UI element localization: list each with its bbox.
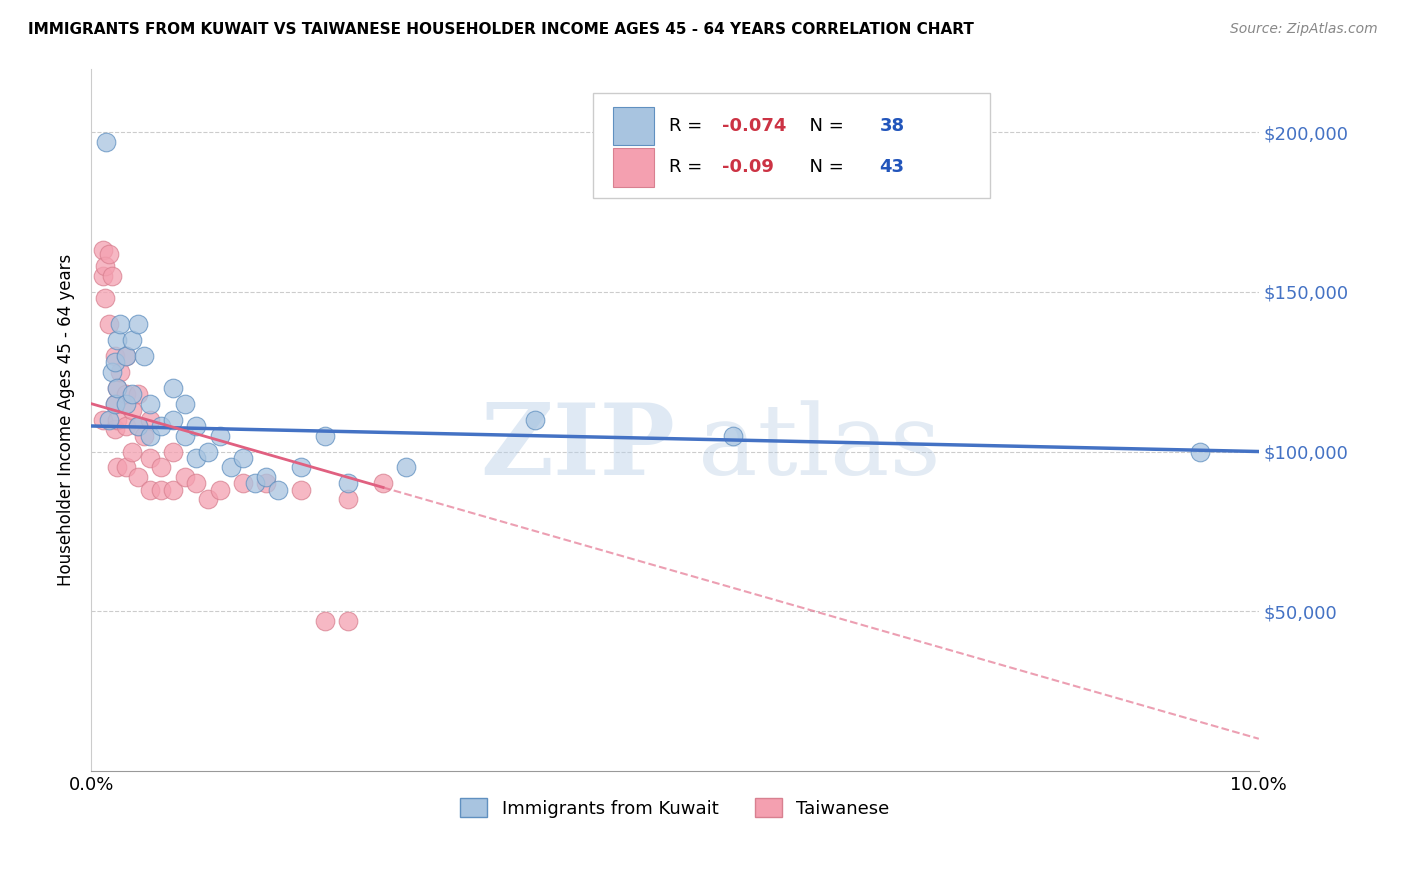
Point (127, 419, 149, 434)
Point (121, 387, 143, 401)
Point (173, 428, 195, 442)
Point (173, 470, 195, 484)
Point (208, 483, 231, 497)
Point (121, 444, 143, 458)
Point (115, 460, 138, 475)
Point (254, 476, 277, 491)
Point (162, 412, 184, 426)
Point (219, 460, 242, 475)
Point (162, 381, 184, 395)
Point (371, 476, 394, 491)
Point (105, 333, 128, 347)
Point (150, 483, 173, 497)
Point (103, 397, 125, 411)
Point (197, 444, 219, 458)
Point (395, 460, 418, 475)
Point (105, 460, 128, 475)
Point (103, 422, 125, 436)
Point (723, 428, 745, 442)
Point (97, 412, 120, 426)
Point (101, 365, 124, 379)
Text: N =: N = (797, 159, 849, 177)
Point (105, 381, 128, 395)
Point (150, 460, 173, 475)
Point (290, 483, 312, 497)
Point (267, 483, 290, 497)
Text: 38: 38 (879, 117, 904, 135)
Point (127, 317, 149, 331)
Point (96, 135, 118, 149)
Point (138, 483, 160, 497)
Point (94, 291, 117, 305)
Point (91, 244, 114, 258)
Point (110, 317, 132, 331)
Text: R =: R = (669, 159, 709, 177)
Point (138, 450, 160, 465)
Point (337, 614, 360, 628)
Point (162, 444, 184, 458)
Point (121, 403, 143, 417)
Point (97, 246, 120, 260)
Point (101, 268, 124, 283)
Legend: Immigrants from Kuwait, Taiwanese: Immigrants from Kuwait, Taiwanese (453, 791, 897, 825)
Text: R =: R = (669, 117, 709, 135)
Point (110, 365, 132, 379)
Point (314, 428, 336, 442)
Text: atlas: atlas (699, 400, 941, 496)
Text: IMMIGRANTS FROM KUWAIT VS TAIWANESE HOUSEHOLDER INCOME AGES 45 - 64 YEARS CORREL: IMMIGRANTS FROM KUWAIT VS TAIWANESE HOUS… (28, 22, 974, 37)
Text: 43: 43 (879, 159, 904, 177)
Point (91, 412, 114, 426)
Point (186, 450, 208, 465)
Point (115, 349, 138, 363)
Point (115, 397, 138, 411)
Text: N =: N = (797, 117, 849, 135)
Point (290, 460, 312, 475)
Point (94, 260, 117, 274)
Point (121, 333, 143, 347)
Point (243, 476, 266, 491)
Point (337, 476, 360, 491)
Text: ZIP: ZIP (479, 400, 675, 496)
Point (186, 476, 208, 491)
Point (127, 419, 149, 434)
Point (162, 483, 184, 497)
Point (127, 387, 149, 401)
Y-axis label: Householder Income Ages 45 - 64 years: Householder Income Ages 45 - 64 years (58, 253, 75, 586)
Point (127, 470, 149, 484)
Point (138, 428, 160, 442)
Point (254, 470, 277, 484)
Point (97, 317, 120, 331)
Point (103, 355, 125, 369)
Bar (613, 148, 654, 186)
Point (132, 349, 155, 363)
Point (103, 349, 125, 363)
Point (208, 428, 231, 442)
Point (115, 349, 138, 363)
Point (186, 419, 208, 434)
Point (150, 419, 173, 434)
Point (232, 476, 254, 491)
Point (115, 387, 138, 401)
Point (232, 450, 254, 465)
Text: Source: ZipAtlas.com: Source: ZipAtlas.com (1230, 22, 1378, 37)
Point (197, 492, 219, 507)
Point (132, 428, 155, 442)
FancyBboxPatch shape (593, 93, 990, 198)
Point (337, 492, 360, 507)
Point (105, 381, 128, 395)
Point (173, 397, 195, 411)
Point (138, 397, 160, 411)
Point (91, 268, 114, 283)
Point (105, 412, 128, 426)
Bar (613, 107, 654, 145)
Text: -0.09: -0.09 (721, 159, 773, 177)
Point (523, 412, 546, 426)
Point (314, 614, 336, 628)
Point (138, 412, 160, 426)
Point (115, 419, 138, 434)
Point (103, 397, 125, 411)
Point (1189, 444, 1212, 458)
Text: -0.074: -0.074 (721, 117, 786, 135)
